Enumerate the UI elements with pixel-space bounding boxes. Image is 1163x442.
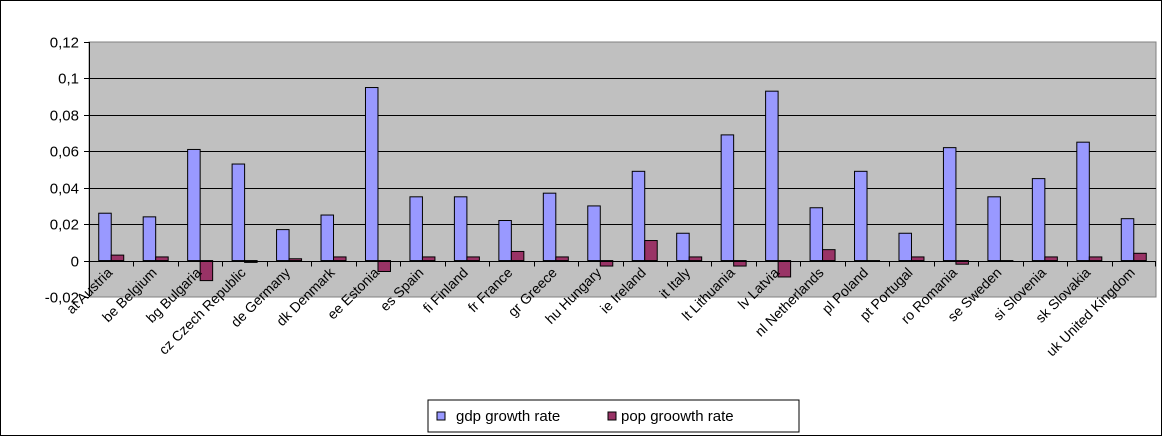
gdp-bar — [542, 192, 557, 262]
axes — [84, 42, 1156, 298]
pop-bar — [777, 260, 792, 278]
gdp-bar — [98, 212, 112, 262]
gdp-bar — [276, 229, 290, 262]
gdp-bar — [498, 220, 512, 262]
pop-bar — [599, 260, 614, 267]
pop-bar — [955, 260, 969, 265]
y-tick-label: 0,02 — [50, 217, 79, 234]
y-axis-tick-labels: 0,12 0,1 0,08 0,06 0,04 0,02 0 -0,02 — [45, 35, 79, 307]
gdp-bar — [720, 134, 735, 262]
pop-bar — [555, 256, 569, 262]
pop-bar — [333, 256, 347, 262]
pop-bar — [822, 249, 836, 262]
gdp-bar — [809, 207, 824, 262]
legend-swatch-pop — [607, 411, 617, 421]
plot-area — [88, 41, 1157, 298]
gdp-bar — [187, 148, 201, 262]
gdp-bar — [676, 232, 690, 262]
y-tick-label: 0,04 — [50, 181, 79, 198]
legend-label-pop: pop groowth rate — [621, 408, 734, 425]
legend-swatch-gdp — [436, 411, 446, 421]
pop-bar — [510, 250, 525, 262]
pop-bar — [110, 254, 125, 262]
pop-bar — [688, 256, 703, 262]
gdp-bar — [1120, 218, 1135, 262]
gdp-bar — [765, 90, 779, 262]
pop-bar — [466, 256, 480, 262]
pop-bar — [377, 260, 391, 273]
gdp-bar — [231, 163, 246, 262]
gdp-bar — [587, 205, 601, 262]
gdp-bar — [320, 214, 335, 262]
y-tick-label: -0,02 — [45, 290, 79, 307]
gdp-bar — [854, 170, 868, 262]
y-tick-label: 0,12 — [50, 35, 79, 52]
gdp-bar — [142, 216, 157, 262]
bars — [98, 87, 1147, 282]
gdp-bar — [1076, 141, 1090, 262]
pop-bar — [1133, 252, 1147, 262]
gdp-bar — [453, 196, 468, 262]
gdp-bar — [1031, 178, 1046, 262]
pop-bar — [1044, 256, 1058, 262]
pop-bar — [644, 240, 658, 262]
y-tick-label: 0,08 — [50, 108, 79, 125]
legend: gdp growth rate pop groowth rate — [427, 399, 800, 433]
gdp-bar — [364, 87, 379, 262]
gdp-bar — [898, 232, 912, 262]
pop-bar — [910, 256, 925, 262]
gdp-bar — [942, 147, 957, 262]
legend-label-gdp: gdp growth rate — [456, 408, 560, 425]
pop-bar — [733, 260, 747, 267]
pop-bar — [155, 256, 169, 262]
gdp-bar — [631, 170, 646, 262]
y-tick-label: 0,1 — [58, 71, 79, 88]
pop-bar — [288, 258, 303, 262]
pop-bar — [1088, 256, 1103, 262]
pop-bar — [421, 256, 436, 262]
gdp-bar — [409, 196, 423, 262]
y-tick-label: 0 — [71, 254, 79, 271]
pop-bar — [199, 260, 214, 282]
y-tick-label: 0,06 — [50, 144, 79, 161]
gdp-bar — [987, 196, 1001, 262]
